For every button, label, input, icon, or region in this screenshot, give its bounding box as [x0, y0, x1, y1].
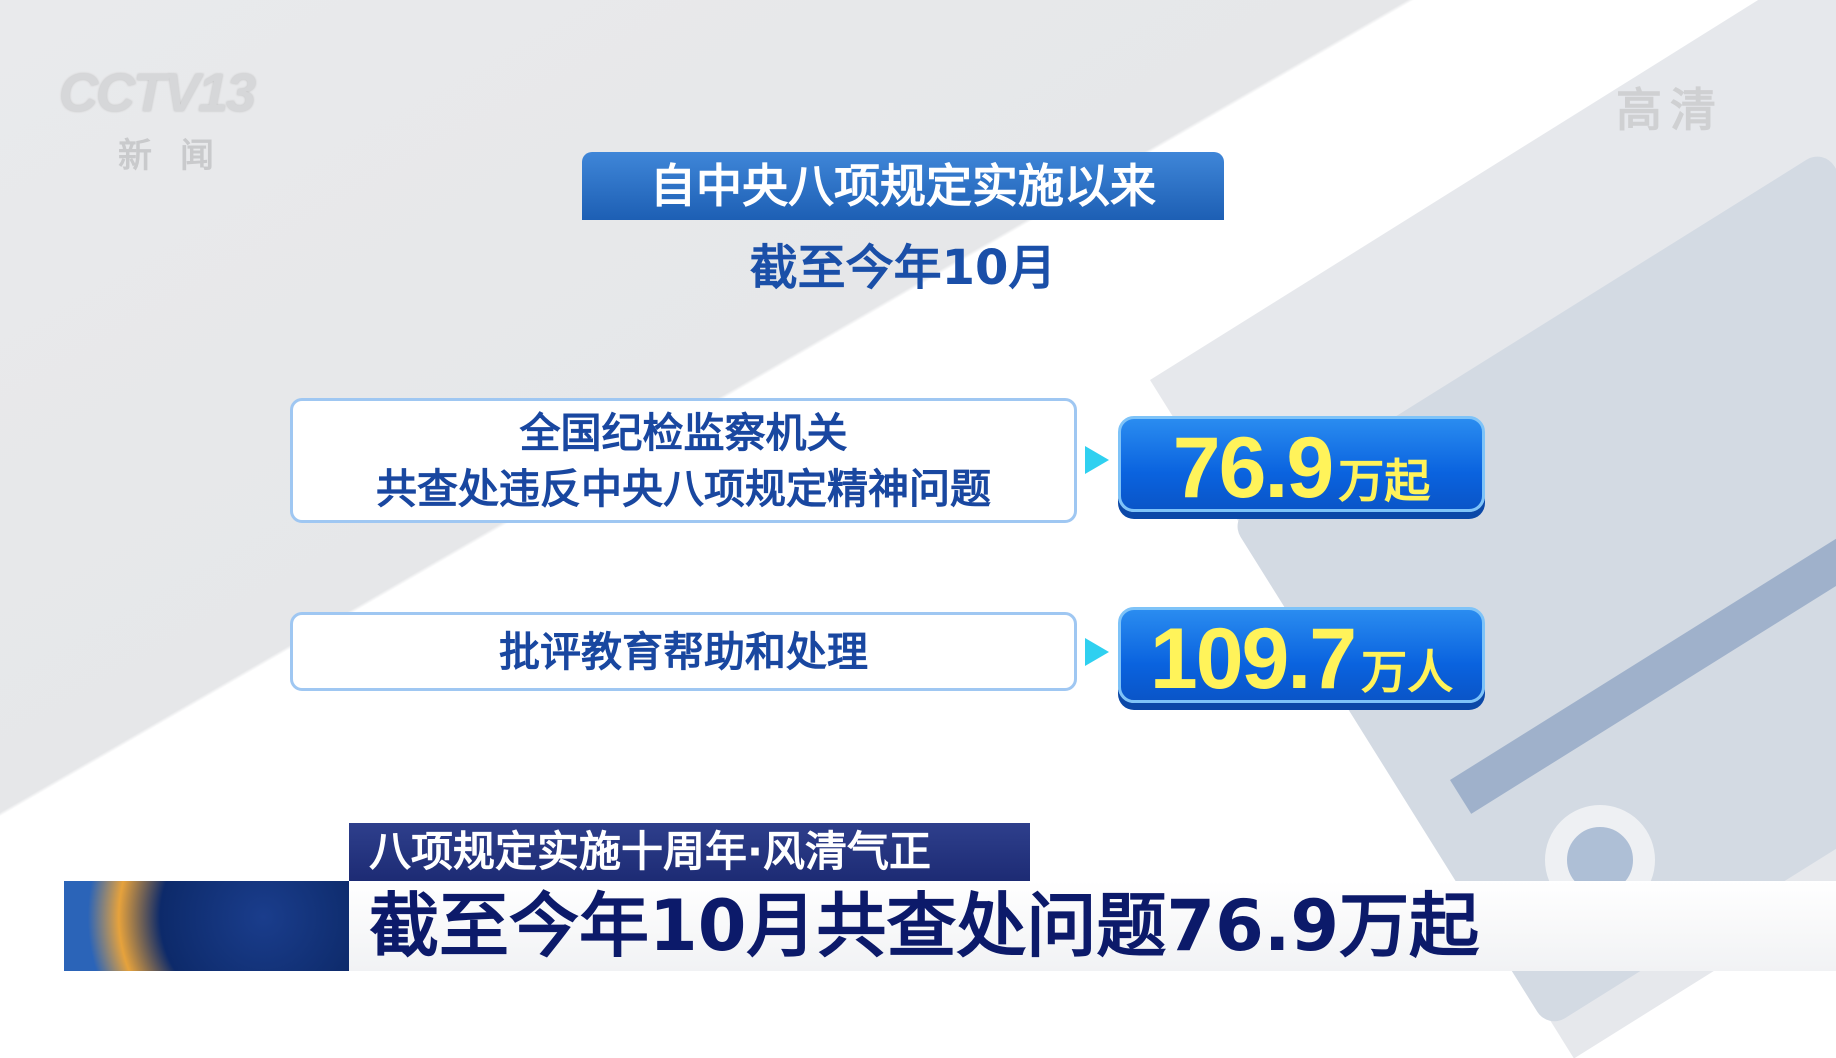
stat-value: 76.9	[1172, 420, 1334, 516]
stat-label-line: 批评教育帮助和处理	[499, 627, 868, 676]
stat-unit: 万起	[1338, 455, 1431, 507]
lower-third-headline: 截至今年10月共查处问题76.9万起	[349, 881, 1836, 971]
stat-label-line: 共查处违反中央八项规定精神问题	[376, 464, 991, 513]
lower-third-tag: 八项规定实施十周年·风清气正	[349, 823, 1030, 881]
stat-value: 109.7	[1149, 611, 1357, 707]
hd-badge: 高清	[1616, 83, 1724, 137]
arrow-right-icon	[1085, 446, 1109, 474]
page-title: 自中央八项规定实施以来	[582, 152, 1224, 220]
stat-label-box: 批评教育帮助和处理	[290, 612, 1077, 691]
stat-label-box: 全国纪检监察机关 共查处违反中央八项规定精神问题	[290, 398, 1077, 523]
news-graphic-image	[64, 881, 349, 971]
stat-value-box: 109.7 万人	[1118, 607, 1485, 707]
channel-logo-subtitle: 新闻	[118, 136, 242, 176]
stat-label-line: 全国纪检监察机关	[519, 408, 848, 457]
stat-unit: 万人	[1361, 646, 1454, 698]
page-subtitle: 截至今年10月	[749, 240, 1057, 296]
channel-logo: CCTV13	[59, 63, 256, 123]
arrow-right-icon	[1085, 638, 1109, 666]
stat-value-box: 76.9 万起	[1118, 416, 1485, 516]
